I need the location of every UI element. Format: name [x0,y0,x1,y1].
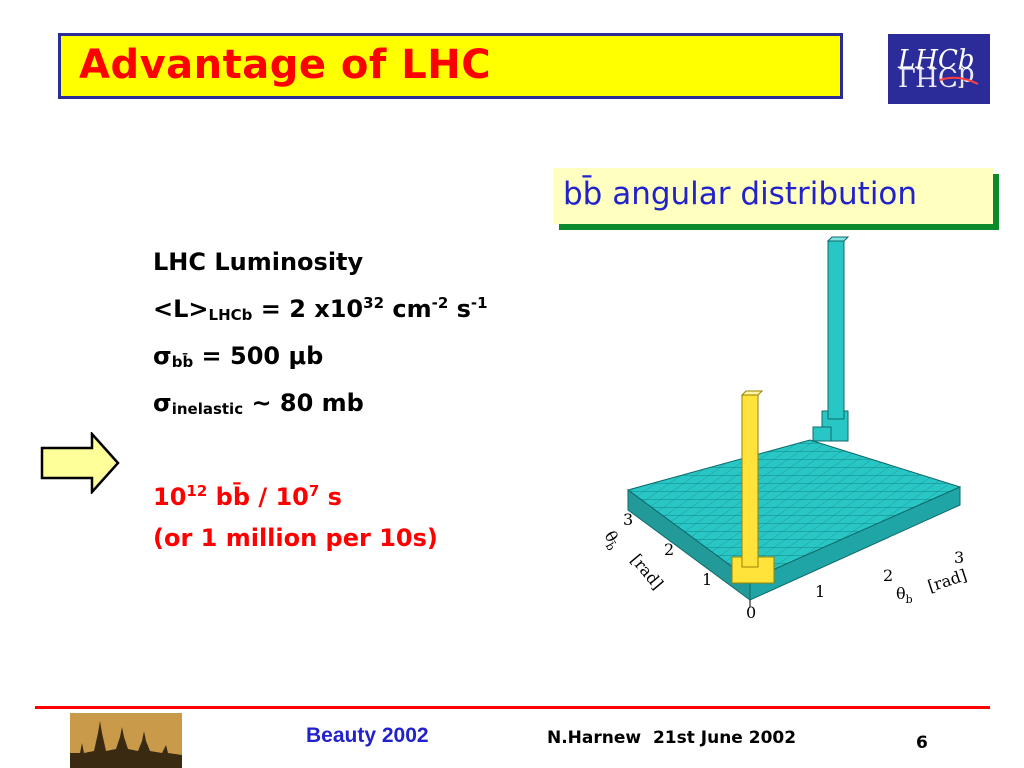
y-tick-2: 2 [664,540,674,559]
luminosity-heading: LHC Luminosity [153,248,364,276]
svg-text:θb̄: θb̄ [598,528,625,553]
title-box: Advantage of LHC [58,33,843,99]
right-arrow-icon [40,432,120,494]
yellow-peak [731,390,775,584]
y-tick-1: 1 [702,570,712,589]
callout-box: bb̄ angular distribution [553,168,993,224]
x-axis-label: θb [rad] [896,565,969,606]
content-block: LHC Luminosity <L>LHCb = 2 x1032 cm-2 s-… [153,242,488,559]
cyan-peak [812,236,850,442]
svg-text:[rad]: [rad] [925,565,969,595]
callout-text: bb̄ angular distribution [563,176,918,212]
footer-conference: Beauty 2002 [306,724,429,747]
svg-text:[rad]: [rad] [627,550,667,593]
sigma-bb-line: σbb̄ = 500 μb [153,342,324,371]
y-axis-label: θb̄ [rad] [598,528,668,594]
angular-distribution-plot: 0 1 2 3 1 2 3 θb [rad] θb̄ [rad] [598,236,969,622]
footer-divider [35,706,990,709]
svg-text:LHCb: LHCb [898,61,974,91]
svg-text:θb: θb [896,584,913,606]
page-number: 6 [916,733,928,753]
y-tick-3: 3 [623,510,633,529]
million-line: (or 1 million per 10s) [153,524,438,552]
logo-text: LHCb [897,45,974,75]
x-tick-0: 0 [746,603,756,622]
x-tick-3: 3 [954,548,964,567]
sigma-inelastic-line: σinelastic ~ 80 mb [153,389,364,418]
lhcb-logo: LHCb LHCb [888,34,990,104]
x-tick-2: 2 [883,566,893,585]
slide-title: Advantage of LHC [79,42,492,88]
cathedral-image [70,713,182,768]
footer-author-date: N.Harnew 21st June 2002 [547,728,797,748]
luminosity-line: <L>LHCb = 2 x1032 cm-2 s-1 [153,294,488,324]
x-tick-1: 1 [815,582,825,601]
rate-line: 1012 bb̄ / 107 s [153,482,342,511]
